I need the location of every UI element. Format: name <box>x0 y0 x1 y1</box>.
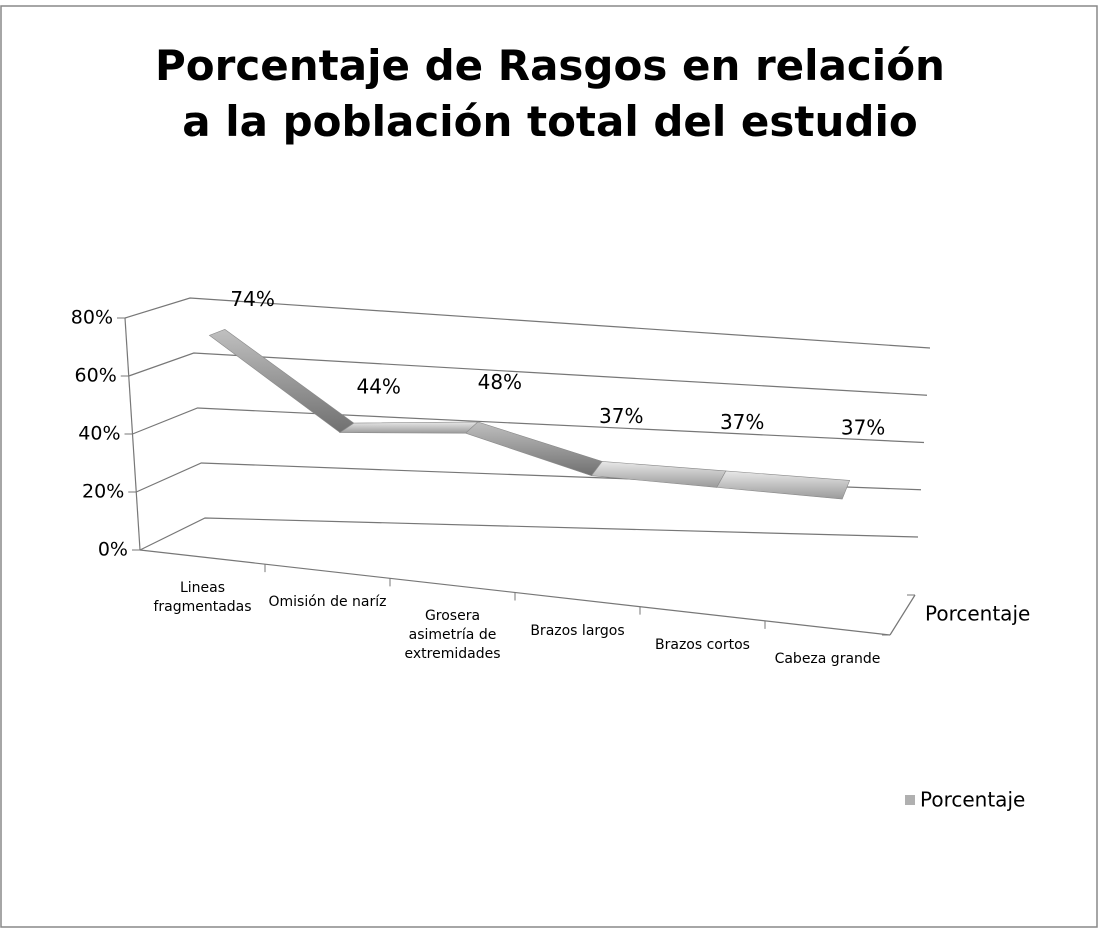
y-tick-label: 60% <box>75 365 117 387</box>
y-tick-label: 80% <box>71 307 113 329</box>
grid-line <box>124 297 931 349</box>
x-tick-label: Grosera asimetría de extremidades <box>404 608 501 663</box>
grid-line <box>139 517 919 551</box>
x-tick-label: Brazos cortos <box>655 636 750 653</box>
data-label: 74% <box>230 287 274 311</box>
y-tick-label: 20% <box>82 481 124 503</box>
y-axis <box>124 317 141 551</box>
legend-label: Porcentaje <box>920 788 1025 812</box>
grid-line <box>132 407 925 444</box>
x-tick-label: Omisión de naríz <box>268 594 387 611</box>
y-tick-label: 0% <box>98 539 128 561</box>
data-label: 37% <box>720 410 764 434</box>
legend-swatch <box>905 795 915 805</box>
x-tick-label: Lineas fragmentadas <box>153 580 252 616</box>
line-segment <box>465 421 603 477</box>
x-tick-label: Cabeza grande <box>774 650 881 667</box>
line-segment <box>339 421 479 434</box>
data-label: 37% <box>841 415 885 439</box>
line-segment <box>208 329 355 433</box>
data-label: 37% <box>599 404 643 428</box>
depth-axis <box>889 594 916 636</box>
grid-line <box>128 352 928 396</box>
chart-border <box>0 5 1098 928</box>
data-label: 48% <box>478 370 522 394</box>
x-tick-label: Brazos largos <box>530 622 625 639</box>
depth-axis-label: Porcentaje <box>925 602 1030 626</box>
line-segment <box>590 461 727 488</box>
line-segment <box>716 470 851 500</box>
data-label: 44% <box>356 375 400 399</box>
chart-title: Porcentaje de Rasgos en relación a la po… <box>155 41 945 146</box>
y-tick-label: 40% <box>78 423 120 445</box>
